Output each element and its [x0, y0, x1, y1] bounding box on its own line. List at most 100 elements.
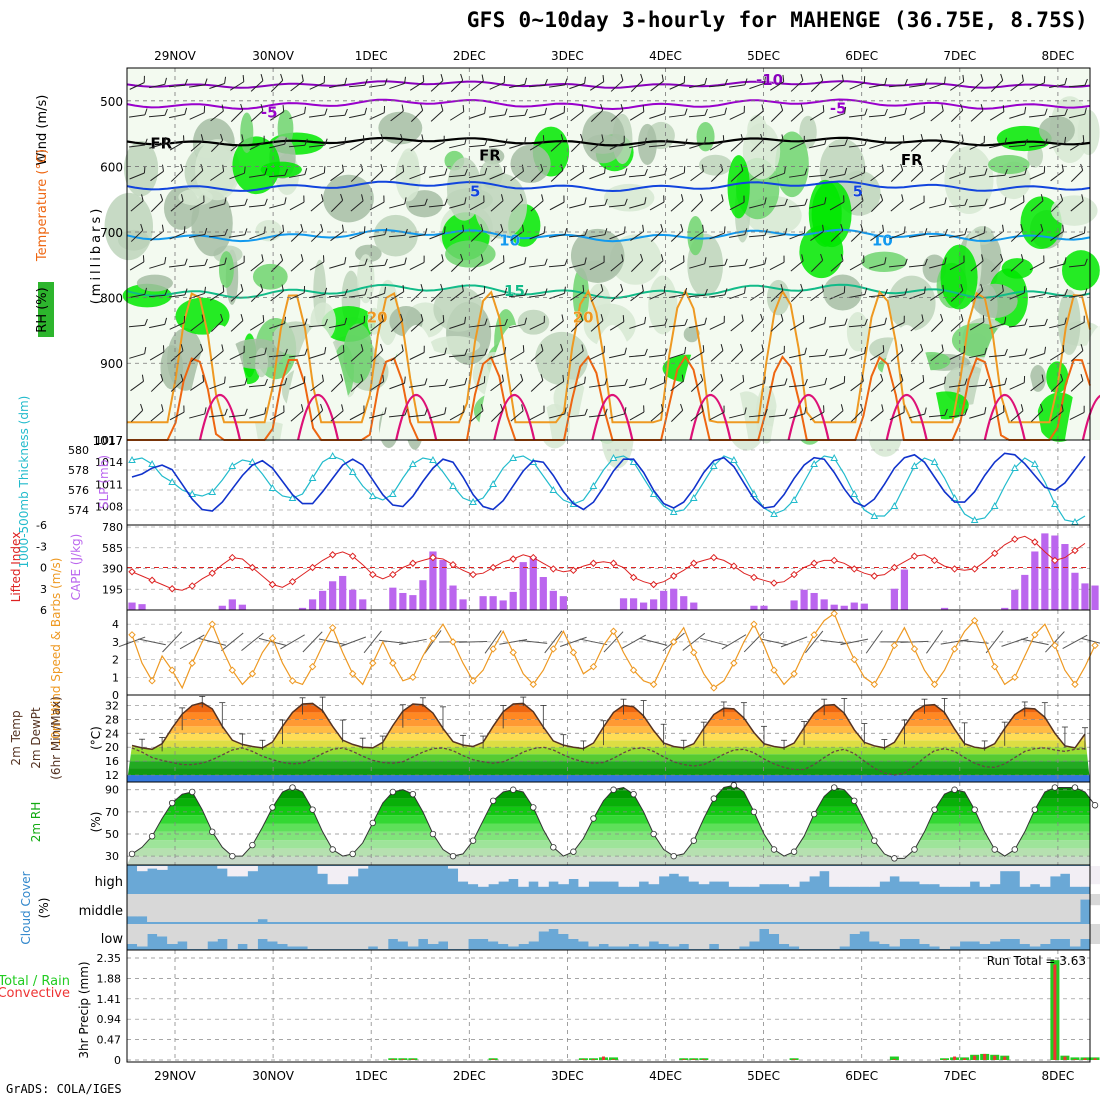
wind-barb-flag	[1084, 107, 1087, 115]
wind-barb-shaft	[629, 203, 645, 209]
chart-title: GFS 0~10day 3-hourly for MAHENGE (36.75E…	[466, 8, 1088, 32]
wind-barb-flag	[460, 253, 464, 261]
wind-barb-shaft	[610, 80, 624, 92]
wind-barb	[349, 288, 368, 298]
wind-barb	[649, 376, 666, 390]
wind-barb	[770, 314, 784, 332]
temp-band	[127, 702, 1090, 706]
lifted-index-point	[970, 565, 979, 573]
rh-patch	[228, 338, 284, 370]
wind-barb-shaft	[988, 174, 1006, 178]
wind-speed-point	[409, 673, 417, 681]
wind-barb-shaft	[690, 170, 704, 182]
wind-barb	[129, 108, 148, 118]
wind-barb-flag	[864, 318, 868, 326]
wind-barb	[990, 284, 1004, 302]
wind-barb	[809, 137, 827, 149]
wind-barb	[149, 317, 168, 329]
wind-barb-flag	[542, 135, 545, 142]
cloud-clear-bar	[337, 894, 349, 922]
wind-barb-shaft	[828, 144, 846, 148]
cloud-clear-bar	[959, 924, 971, 942]
wind-barb-flag	[564, 228, 568, 235]
wind-barb-flag	[1024, 348, 1028, 356]
wind-barb	[688, 108, 708, 118]
cloud-clear-bar	[708, 924, 720, 944]
lifted-index-point	[469, 570, 477, 579]
wind-barb-10m	[1062, 634, 1088, 650]
wind-barb-flag	[900, 344, 904, 351]
wind-barb-shaft	[568, 234, 586, 238]
thickness-point	[930, 457, 939, 465]
wind-barb-flag	[143, 166, 146, 174]
wind-barb-flag	[360, 163, 364, 171]
rh-patch	[683, 326, 700, 343]
wind-barb	[570, 284, 585, 301]
wind-speed-point	[910, 645, 919, 653]
wind-barb-shaft	[949, 352, 965, 360]
rh-point	[991, 846, 998, 853]
wind-barb-shaft	[348, 84, 366, 88]
cape-bar	[359, 599, 367, 610]
wind-barb	[289, 318, 308, 328]
wind-barb	[430, 283, 444, 302]
cloud-clear-bar	[528, 894, 539, 922]
wind-barb-flag	[464, 377, 468, 385]
wind-barb-shaft	[189, 413, 205, 419]
wind-barb-flag	[563, 105, 565, 113]
wind-barb-flag	[423, 255, 425, 263]
wind-speed-point	[890, 641, 899, 650]
wind-barb-shaft	[820, 639, 849, 645]
wind-barb-10m	[960, 639, 989, 644]
wind-barb-shaft	[669, 172, 685, 180]
wind-barb	[588, 408, 608, 418]
lifted-index-point	[348, 552, 357, 560]
wind-barb-shaft	[688, 294, 706, 298]
precip-convective-bar	[993, 1055, 997, 1060]
precip-convective-bar	[702, 1059, 706, 1060]
wind-barb-flag	[624, 347, 627, 355]
wind-barb-shaft	[649, 201, 665, 211]
date-label-top: 29NOV	[154, 49, 196, 63]
date-label-top: 3DEC	[551, 49, 584, 63]
wind-barb-flag	[224, 408, 228, 416]
wind-barb-shaft	[530, 200, 544, 212]
wind-barb	[870, 193, 884, 213]
series-line-temp	[131, 701, 1086, 751]
wind-barb-shaft	[750, 171, 764, 181]
wind-barb-flag	[164, 108, 168, 116]
precip-total-bar	[408, 1058, 418, 1060]
wind-barb-shaft	[170, 350, 184, 362]
wind-barb-flag	[421, 134, 424, 142]
cloud-clear-bar	[718, 924, 730, 949]
wind-barb-flag	[264, 378, 268, 386]
wind-barb	[729, 228, 748, 238]
wind-barb-shaft	[649, 324, 665, 328]
wind-barb-shaft	[805, 630, 824, 654]
wind-barb-flag	[1020, 254, 1024, 261]
wind-speed-point	[770, 666, 778, 674]
wind-barb	[369, 195, 385, 211]
precip-total-bar	[609, 1057, 619, 1060]
wind-barb-shaft	[1049, 143, 1065, 149]
wind-barb	[230, 284, 244, 302]
wind-barb-shaft	[190, 170, 204, 182]
wind-barb-10m	[820, 639, 849, 645]
wind-barb	[608, 198, 628, 208]
wind-barb	[690, 404, 704, 422]
wind-barb-shaft	[230, 140, 244, 152]
precip-convective-bar	[963, 1058, 967, 1060]
thickness-point	[910, 461, 919, 469]
wind-barb-shaft	[770, 140, 784, 152]
wind-barb	[1028, 318, 1048, 328]
rh-point	[750, 808, 758, 816]
cloud-clear-bar	[307, 894, 319, 922]
lifted-index-point	[910, 552, 919, 560]
wind-speed-point	[328, 624, 337, 632]
wind-speed-point	[188, 659, 196, 667]
wind-barb	[490, 194, 504, 212]
lifted-index-point	[288, 577, 297, 586]
wind-barb-flag	[321, 194, 324, 201]
rh-band	[127, 806, 1090, 816]
